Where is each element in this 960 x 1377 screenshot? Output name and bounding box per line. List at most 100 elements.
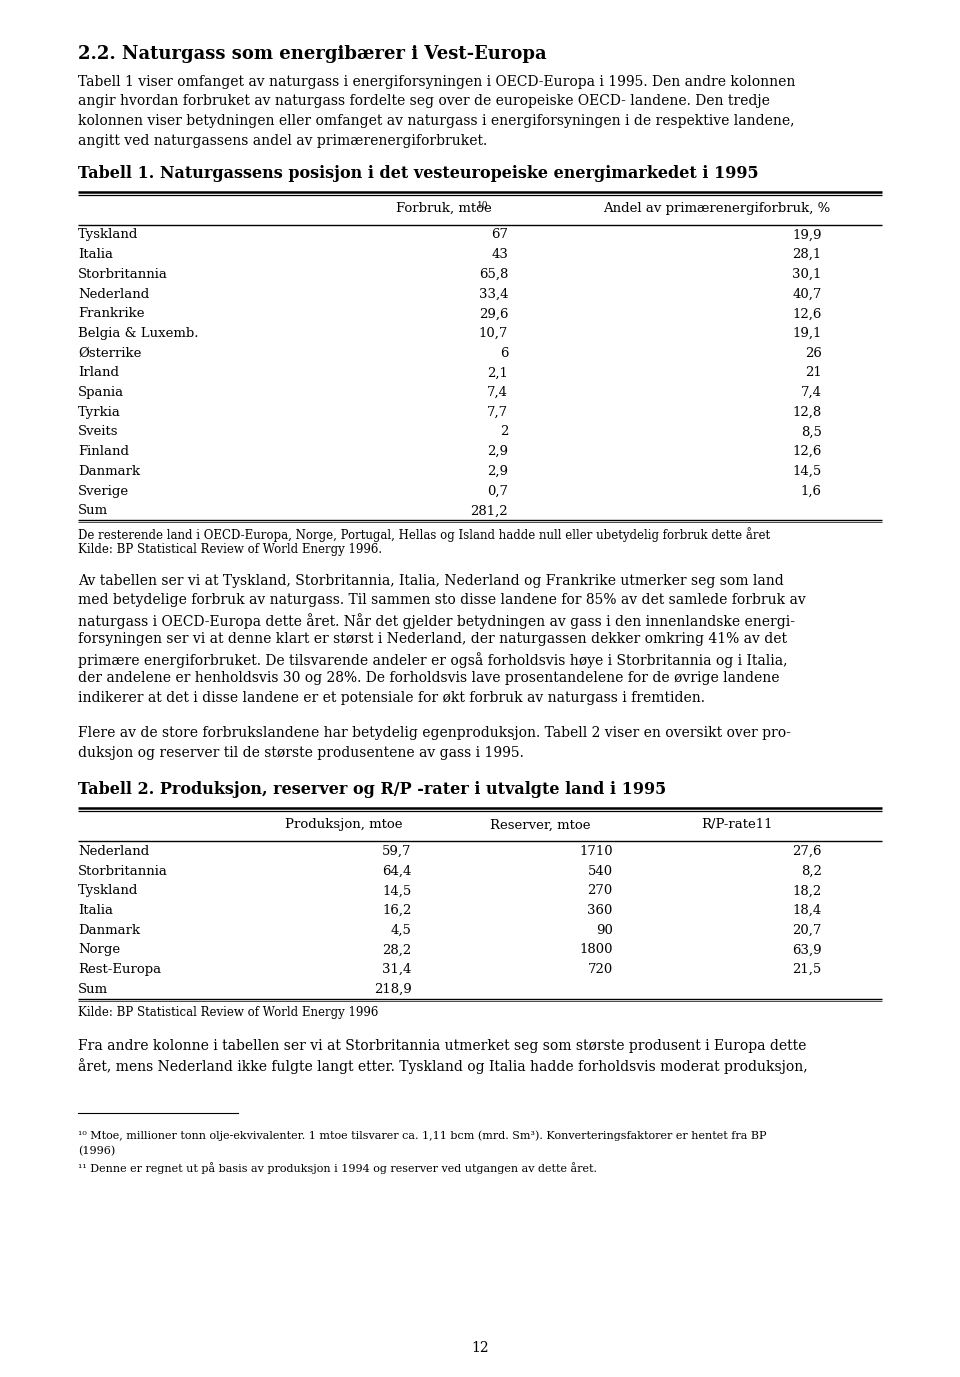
Text: indikerer at det i disse landene er et potensiale for økt forbruk av naturgass i: indikerer at det i disse landene er et p… bbox=[78, 691, 705, 705]
Text: 7,4: 7,4 bbox=[487, 386, 508, 399]
Text: Tyskland: Tyskland bbox=[78, 229, 138, 241]
Text: 360: 360 bbox=[588, 905, 612, 917]
Text: 21: 21 bbox=[804, 366, 822, 380]
Text: Tabell 2. Produksjon, reserver og R/P -rater i utvalgte land i 1995: Tabell 2. Produksjon, reserver og R/P -r… bbox=[78, 782, 666, 799]
Text: Nederland: Nederland bbox=[78, 288, 149, 300]
Text: 720: 720 bbox=[588, 963, 612, 976]
Text: Produksjon, mtoe: Produksjon, mtoe bbox=[284, 818, 402, 832]
Text: 14,5: 14,5 bbox=[792, 465, 822, 478]
Text: Sveits: Sveits bbox=[78, 425, 118, 438]
Text: 18,4: 18,4 bbox=[792, 905, 822, 917]
Text: 1800: 1800 bbox=[579, 943, 612, 957]
Text: Flere av de store forbrukslandene har betydelig egenproduksjon. Tabell 2 viser e: Flere av de store forbrukslandene har be… bbox=[78, 727, 791, 741]
Text: 12,6: 12,6 bbox=[792, 445, 822, 459]
Text: 40,7: 40,7 bbox=[792, 288, 822, 300]
Text: kolonnen viser betydningen eller omfanget av naturgass i energiforsyningen i de : kolonnen viser betydningen eller omfange… bbox=[78, 114, 795, 128]
Text: 12,8: 12,8 bbox=[792, 406, 822, 419]
Text: 2.2. Naturgass som energibærer i Vest-Europa: 2.2. Naturgass som energibærer i Vest-Eu… bbox=[78, 45, 546, 63]
Text: 29,6: 29,6 bbox=[479, 307, 508, 321]
Text: der andelene er henholdsvis 30 og 28%. De forholdsvis lave prosentandelene for d: der andelene er henholdsvis 30 og 28%. D… bbox=[78, 672, 780, 686]
Text: 64,4: 64,4 bbox=[382, 865, 412, 877]
Text: 18,2: 18,2 bbox=[792, 884, 822, 898]
Text: 4,5: 4,5 bbox=[391, 924, 412, 936]
Text: Kilde: BP Statistical Review of World Energy 1996.: Kilde: BP Statistical Review of World En… bbox=[78, 544, 382, 556]
Text: De resterende land i OECD-Europa, Norge, Portugal, Hellas og Island hadde null e: De resterende land i OECD-Europa, Norge,… bbox=[78, 527, 770, 543]
Text: 1710: 1710 bbox=[579, 845, 612, 858]
Text: angitt ved naturgassens andel av primærenergiforbruket.: angitt ved naturgassens andel av primære… bbox=[78, 134, 488, 147]
Text: 540: 540 bbox=[588, 865, 612, 877]
Text: 28,1: 28,1 bbox=[792, 248, 822, 262]
Text: Av tabellen ser vi at Tyskland, Storbritannia, Italia, Nederland og Frankrike ut: Av tabellen ser vi at Tyskland, Storbrit… bbox=[78, 574, 783, 588]
Text: ¹¹ Denne er regnet ut på basis av produksjon i 1994 og reserver ved utgangen av : ¹¹ Denne er regnet ut på basis av produk… bbox=[78, 1162, 597, 1175]
Text: 10: 10 bbox=[477, 201, 489, 211]
Text: 27,6: 27,6 bbox=[792, 845, 822, 858]
Text: 8,5: 8,5 bbox=[801, 425, 822, 438]
Text: 14,5: 14,5 bbox=[382, 884, 412, 898]
Text: 63,9: 63,9 bbox=[792, 943, 822, 957]
Text: 31,4: 31,4 bbox=[382, 963, 412, 976]
Text: 26: 26 bbox=[804, 347, 822, 359]
Text: primære energiforbruket. De tilsvarende andeler er også forholdsvis høye i Storb: primære energiforbruket. De tilsvarende … bbox=[78, 651, 787, 668]
Text: Forbruk, mtoe: Forbruk, mtoe bbox=[396, 202, 492, 215]
Text: 30,1: 30,1 bbox=[792, 269, 822, 281]
Text: Rest-Europa: Rest-Europa bbox=[78, 963, 161, 976]
Text: 21,5: 21,5 bbox=[792, 963, 822, 976]
Text: 2: 2 bbox=[500, 425, 508, 438]
Text: 270: 270 bbox=[588, 884, 612, 898]
Text: Storbritannia: Storbritannia bbox=[78, 865, 168, 877]
Text: 2,9: 2,9 bbox=[487, 445, 508, 459]
Text: 65,8: 65,8 bbox=[479, 269, 508, 281]
Text: 43: 43 bbox=[492, 248, 508, 262]
Text: 33,4: 33,4 bbox=[479, 288, 508, 300]
Text: Sum: Sum bbox=[78, 504, 108, 518]
Text: 12: 12 bbox=[471, 1341, 489, 1355]
Text: 218,9: 218,9 bbox=[373, 983, 412, 996]
Text: Nederland: Nederland bbox=[78, 845, 149, 858]
Text: Kilde: BP Statistical Review of World Energy 1996: Kilde: BP Statistical Review of World En… bbox=[78, 1005, 378, 1019]
Text: 19,9: 19,9 bbox=[792, 229, 822, 241]
Text: Norge: Norge bbox=[78, 943, 120, 957]
Text: 8,2: 8,2 bbox=[801, 865, 822, 877]
Text: 6: 6 bbox=[499, 347, 508, 359]
Text: Tabell 1. Naturgassens posisjon i det vesteuropeiske energimarkedet i 1995: Tabell 1. Naturgassens posisjon i det ve… bbox=[78, 165, 758, 182]
Text: Italia: Italia bbox=[78, 248, 113, 262]
Text: 20,7: 20,7 bbox=[792, 924, 822, 936]
Text: Irland: Irland bbox=[78, 366, 119, 380]
Text: Storbritannia: Storbritannia bbox=[78, 269, 168, 281]
Text: 1,6: 1,6 bbox=[801, 485, 822, 497]
Text: Sum: Sum bbox=[78, 983, 108, 996]
Text: forsyningen ser vi at denne klart er størst i Nederland, der naturgassen dekker : forsyningen ser vi at denne klart er stø… bbox=[78, 632, 787, 646]
Text: året, mens Nederland ikke fulgte langt etter. Tyskland og Italia hadde forholdsv: året, mens Nederland ikke fulgte langt e… bbox=[78, 1058, 807, 1074]
Text: duksjon og reserver til de største produsentene av gass i 1995.: duksjon og reserver til de største produ… bbox=[78, 746, 524, 760]
Text: Tyrkia: Tyrkia bbox=[78, 406, 121, 419]
Text: 281,2: 281,2 bbox=[470, 504, 508, 518]
Text: 59,7: 59,7 bbox=[382, 845, 412, 858]
Text: 2,1: 2,1 bbox=[488, 366, 508, 380]
Text: Belgia & Luxemb.: Belgia & Luxemb. bbox=[78, 326, 199, 340]
Text: 7,7: 7,7 bbox=[487, 406, 508, 419]
Text: Sverige: Sverige bbox=[78, 485, 130, 497]
Text: Østerrike: Østerrike bbox=[78, 347, 141, 359]
Text: 0,7: 0,7 bbox=[487, 485, 508, 497]
Text: 12,6: 12,6 bbox=[792, 307, 822, 321]
Text: Andel av primærenergiforbruk, %: Andel av primærenergiforbruk, % bbox=[604, 202, 830, 215]
Text: Danmark: Danmark bbox=[78, 465, 140, 478]
Text: 7,4: 7,4 bbox=[801, 386, 822, 399]
Text: R/P-rate11: R/P-rate11 bbox=[702, 818, 773, 832]
Text: 90: 90 bbox=[596, 924, 612, 936]
Text: 10,7: 10,7 bbox=[479, 326, 508, 340]
Text: Tabell 1 viser omfanget av naturgass i energiforsyningen i OECD-Europa i 1995. D: Tabell 1 viser omfanget av naturgass i e… bbox=[78, 74, 796, 90]
Text: Finland: Finland bbox=[78, 445, 129, 459]
Text: Frankrike: Frankrike bbox=[78, 307, 145, 321]
Text: 67: 67 bbox=[492, 229, 508, 241]
Text: 2,9: 2,9 bbox=[487, 465, 508, 478]
Text: Fra andre kolonne i tabellen ser vi at Storbritannia utmerket seg som største pr: Fra andre kolonne i tabellen ser vi at S… bbox=[78, 1038, 806, 1052]
Text: 16,2: 16,2 bbox=[382, 905, 412, 917]
Text: 19,1: 19,1 bbox=[792, 326, 822, 340]
Text: ¹⁰ Mtoe, millioner tonn olje-ekvivalenter. 1 mtoe tilsvarer ca. 1,11 bcm (mrd. S: ¹⁰ Mtoe, millioner tonn olje-ekvivalente… bbox=[78, 1131, 766, 1142]
Text: (1996): (1996) bbox=[78, 1146, 115, 1157]
Text: 28,2: 28,2 bbox=[382, 943, 412, 957]
Text: Tyskland: Tyskland bbox=[78, 884, 138, 898]
Text: Reserver, mtoe: Reserver, mtoe bbox=[490, 818, 590, 832]
Text: med betydelige forbruk av naturgass. Til sammen sto disse landene for 85% av det: med betydelige forbruk av naturgass. Til… bbox=[78, 593, 805, 607]
